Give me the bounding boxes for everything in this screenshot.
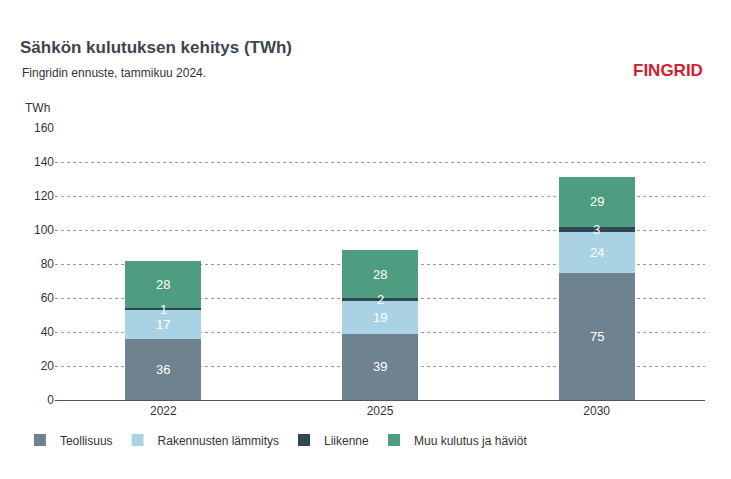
svg-text:140: 140 xyxy=(34,155,54,169)
svg-text:29: 29 xyxy=(590,194,604,209)
svg-text:19: 19 xyxy=(373,310,387,325)
svg-text:36: 36 xyxy=(156,362,170,377)
svg-text:120: 120 xyxy=(34,189,54,203)
svg-text:Muu kulutus ja häviöt: Muu kulutus ja häviöt xyxy=(414,434,527,448)
svg-text:39: 39 xyxy=(373,359,387,374)
svg-text:3: 3 xyxy=(593,222,600,237)
svg-text:TWh: TWh xyxy=(25,101,50,115)
svg-text:2025: 2025 xyxy=(367,404,394,418)
svg-text:40: 40 xyxy=(41,325,55,339)
svg-text:75: 75 xyxy=(590,329,604,344)
svg-text:17: 17 xyxy=(156,317,170,332)
svg-text:2030: 2030 xyxy=(583,404,610,418)
svg-text:60: 60 xyxy=(41,291,55,305)
svg-text:Sähkön kulutuksen kehitys (TWh: Sähkön kulutuksen kehitys (TWh) xyxy=(20,38,292,57)
svg-text:Liikenne: Liikenne xyxy=(324,434,369,448)
svg-text:24: 24 xyxy=(590,245,604,260)
svg-text:160: 160 xyxy=(34,121,54,135)
svg-text:2022: 2022 xyxy=(150,404,177,418)
svg-text:Rakennusten lämmitys: Rakennusten lämmitys xyxy=(158,434,279,448)
svg-text:Teollisuus: Teollisuus xyxy=(60,434,113,448)
svg-text:20: 20 xyxy=(41,359,55,373)
svg-text:100: 100 xyxy=(34,223,54,237)
svg-text:1: 1 xyxy=(160,302,167,317)
svg-text:28: 28 xyxy=(156,277,170,292)
svg-text:2: 2 xyxy=(377,292,384,307)
svg-text:28: 28 xyxy=(373,267,387,282)
svg-text:FINGRID: FINGRID xyxy=(633,61,703,80)
svg-text:0: 0 xyxy=(47,393,54,407)
svg-text:Fingridin ennuste, tammikuu 20: Fingridin ennuste, tammikuu 2024. xyxy=(22,66,206,80)
svg-text:80: 80 xyxy=(41,257,55,271)
